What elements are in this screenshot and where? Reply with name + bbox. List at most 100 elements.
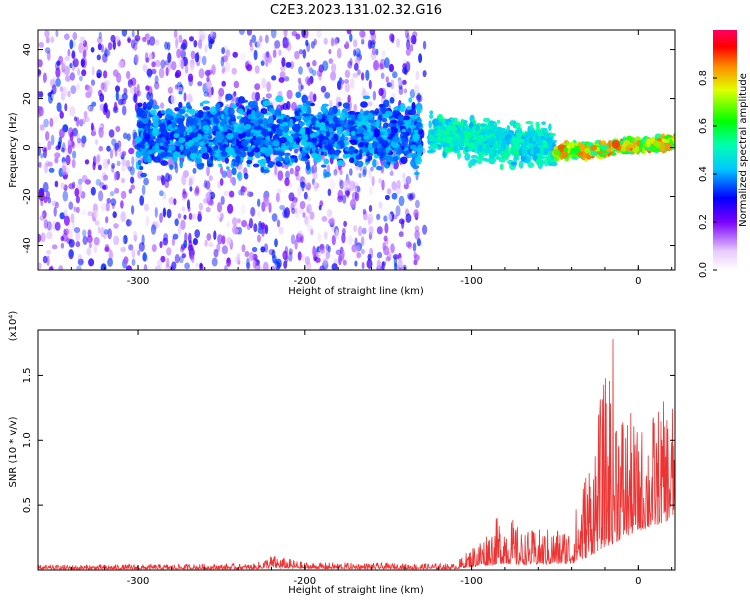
spectrogram-cell: [46, 221, 52, 231]
spectrogram-cell: [329, 217, 336, 227]
spectrogram-cell: [257, 211, 261, 218]
spectrogram-cell: [368, 168, 372, 179]
spectrogram-cell: [206, 233, 212, 241]
spectrogram-cell: [254, 150, 262, 159]
spectrogram-cell: [268, 104, 274, 109]
spectrogram-cell: [81, 58, 86, 66]
spectrogram-cell: [75, 195, 80, 204]
spectrogram-cell: [305, 161, 311, 171]
y-tick-label: 1.0: [22, 432, 33, 448]
spectrogram-cell: [373, 153, 378, 159]
spectrogram-cell: [139, 195, 145, 206]
spectrogram-cell: [282, 209, 287, 219]
x-tick-label: -200: [293, 576, 316, 587]
spectrogram-cell: [446, 146, 455, 153]
spectrogram-cell: [468, 160, 473, 169]
spectrogram-cell: [386, 188, 392, 195]
spectrogram-cell: [446, 136, 454, 143]
spectrogram-cell: [50, 36, 55, 43]
spectrogram-cell: [350, 139, 358, 146]
spectrogram-cell: [166, 247, 172, 256]
spectrogram-cell: [154, 81, 160, 90]
spectrogram-cell: [188, 177, 193, 188]
spectrogram-cell: [214, 154, 219, 158]
spectrogram-cell: [46, 231, 53, 240]
y-tick-label: 0.5: [22, 497, 33, 513]
spectrogram-cell: [171, 261, 177, 270]
spectrogram-cell: [69, 106, 76, 117]
spectrogram-cell: [230, 114, 236, 121]
spectrogram-cell: [208, 175, 213, 182]
spectrogram-cell: [162, 207, 167, 218]
spectrogram-cell: [207, 199, 214, 206]
spectrogram-cell: [328, 127, 333, 133]
spectrogram-cell: [227, 107, 235, 116]
spectrogram-cell: [226, 132, 234, 140]
spectrogram-cell: [143, 177, 150, 186]
spectrogram-cell: [361, 35, 365, 44]
spectrogram-cell: [516, 127, 523, 134]
spectrogram-cell: [514, 143, 521, 151]
spectrogram-cell: [396, 38, 400, 48]
spectrogram-cell: [348, 153, 354, 158]
spectrogram-cell: [506, 134, 513, 139]
spectrogram-cell: [149, 36, 156, 46]
spectrogram-cell: [54, 114, 58, 124]
spectrogram-cell: [416, 106, 422, 114]
spectrogram-cell: [333, 150, 340, 156]
spectrogram-cell: [367, 213, 374, 224]
spectrogram-cell: [38, 190, 45, 202]
spectrogram-cell: [246, 262, 251, 270]
spectrogram-cell: [348, 120, 355, 126]
spectrogram-cell: [104, 49, 111, 57]
spectrogram-cell: [536, 124, 540, 134]
spectrogram-cell: [88, 242, 92, 249]
spectrogram-cell: [104, 244, 110, 252]
spectrogram-cell: [504, 152, 509, 161]
x-tick-label: -100: [460, 276, 483, 287]
spectrogram-cell: [202, 106, 211, 111]
spectrogram-cell: [414, 156, 422, 165]
spectrogram-cell: [409, 144, 417, 150]
spectrogram-cell: [238, 164, 243, 173]
spectrogram-cell: [390, 128, 396, 135]
spectrogram-cell: [399, 102, 406, 113]
spectrogram-cell: [336, 159, 345, 166]
spectrogram-cell: [407, 242, 413, 250]
spectrogram-cell: [396, 179, 401, 189]
spectrogram-cell: [167, 52, 172, 63]
spectrogram-cell: [136, 90, 141, 97]
spectrogram-cell: [63, 215, 70, 226]
spectrogram-cell: [570, 141, 575, 149]
spectrogram-cell: [235, 154, 241, 164]
spectrogram-cell: [284, 177, 290, 187]
spectrogram-cell: [273, 171, 277, 178]
spectrogram-cell: [172, 159, 177, 170]
spectrogram-cell: [257, 198, 261, 207]
spectrogram-cell: [412, 36, 417, 45]
spectrogram-cell: [189, 36, 194, 42]
spectrogram-cell: [560, 151, 568, 158]
spectrogram-cell: [129, 165, 135, 176]
figure-title: C2E3.2023.131.02.32.G16: [270, 3, 442, 18]
spectrogram-cell: [432, 143, 439, 150]
spectrogram-cell: [304, 147, 310, 152]
spectrogram-cell: [216, 215, 222, 221]
spectrogram-cell: [332, 115, 338, 124]
spectrogram-cell: [404, 30, 409, 39]
spectrogram-cell: [362, 169, 367, 178]
spectrogram-cell: [318, 205, 322, 211]
spectrogram-cell: [323, 257, 329, 266]
spectrogram-cell: [146, 91, 151, 101]
spectrogram-cell: [275, 192, 280, 203]
spectrogram-cell: [222, 143, 228, 148]
spectrogram-cell: [416, 238, 421, 247]
spectrogram-cell: [327, 188, 332, 197]
snr-multiplier: (x10⁴): [8, 311, 19, 342]
spectrogram-cell: [459, 143, 464, 148]
spectrogram-cell: [492, 125, 497, 131]
spectrogram-cell: [163, 233, 169, 241]
spectrogram-cell: [540, 135, 546, 140]
spectrogram-cell: [159, 190, 164, 197]
spectrogram-cell: [205, 180, 211, 190]
